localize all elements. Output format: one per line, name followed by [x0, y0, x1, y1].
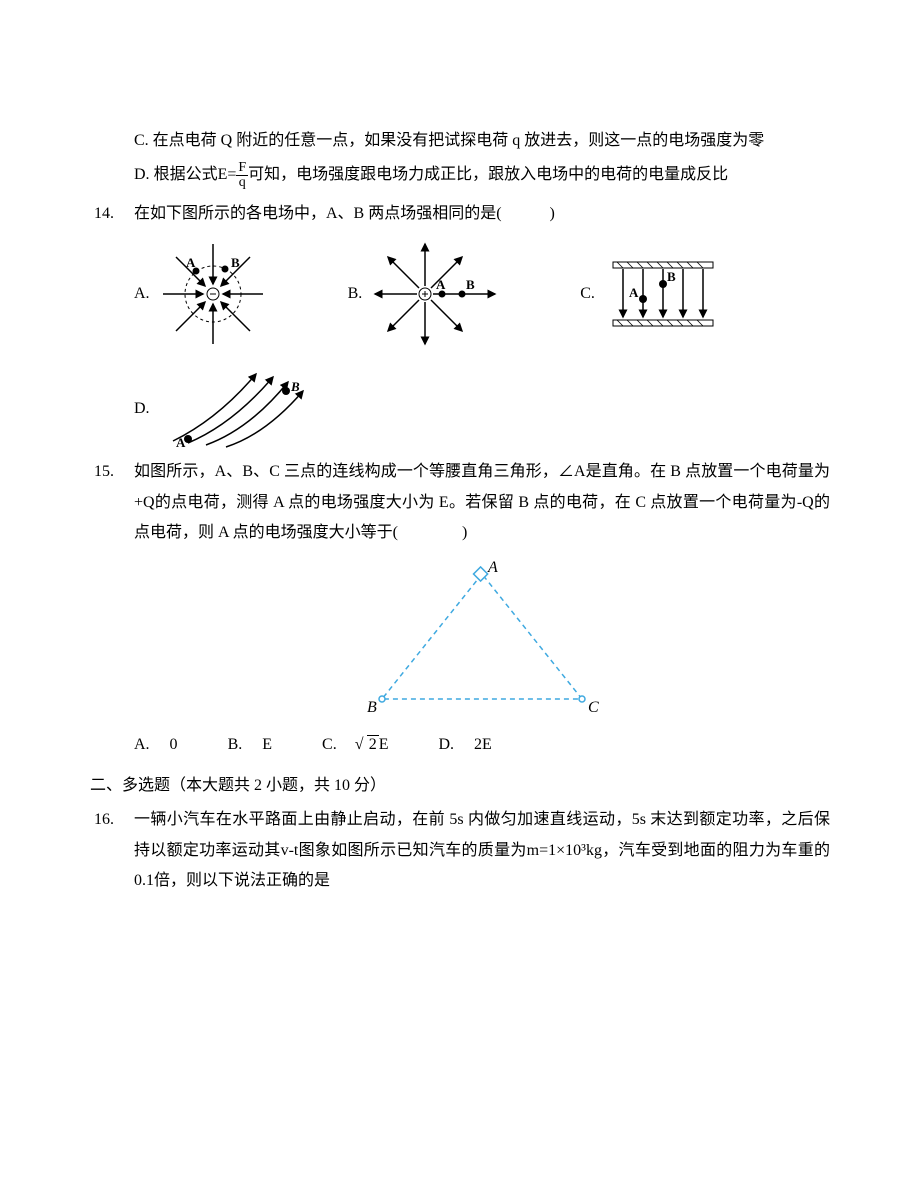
q16-number: 16. [94, 805, 114, 835]
q15-number: 15. [94, 457, 114, 487]
q15-options: A. 0 B. E C. 2E D. 2E [134, 730, 830, 760]
tri-B: B [367, 699, 377, 716]
q13-d-post: 可知，电场强度跟电场力成正比，跟放入电场中的电荷的电量成反比 [248, 166, 728, 183]
q13-d-pre: 根据公式E= [154, 166, 237, 183]
diagB-label-B: B [466, 277, 475, 292]
q13-c-text: 在点电荷 Q 附近的任意一点，如果没有把试探电荷 q 放进去，则这一点的电场强度… [153, 132, 765, 149]
q15-opt-d: D. 2E [438, 730, 491, 760]
diagD-label-A: A [176, 435, 186, 449]
q13-option-d: D. 根据公式E=Fq可知，电场强度跟电场力成正比，跟放入电场中的电荷的电量成反… [134, 160, 830, 190]
diagram-b-positive-charge-field: A B [370, 239, 500, 349]
q16-stem: 一辆小汽车在水平路面上由静止启动，在前 5s 内做匀加速直线运动，5s 末达到额… [134, 805, 830, 896]
diagA-label-B: B [231, 255, 240, 270]
tri-C: C [588, 699, 599, 716]
diagram-c-uniform-field: A B [603, 254, 723, 334]
diagram-d-curved-field: A B [158, 369, 308, 449]
sqrt-icon: 2 [357, 730, 379, 760]
fraction-icon: Fq [236, 161, 248, 190]
q13-option-c: C. 在点电荷 Q 附近的任意一点，如果没有把试探电荷 q 放进去，则这一点的电… [134, 126, 830, 156]
q14-choice-d: D. A B [134, 369, 308, 449]
q14-choice-a: A. [134, 239, 268, 349]
diagB-label-A: A [436, 277, 446, 292]
diagram-q15-triangle: A B C [332, 554, 632, 724]
q15-opt-a: A. 0 [134, 730, 178, 760]
diagC-label-A: A [629, 285, 639, 300]
q15-opt-b: B. E [228, 730, 272, 760]
q15-opt-c: C. 2E [322, 730, 388, 760]
q15-stem: 如图所示，A、B、C 三点的连线构成一个等腰直角三角形，∠A是直角。在 B 点放… [134, 457, 830, 548]
q14-label-b: B. [348, 279, 363, 309]
q14-label-c: C. [580, 279, 595, 309]
q14-label-d: D. [134, 394, 150, 424]
q14-label-a: A. [134, 279, 150, 309]
q14-stem: 在如下图所示的各电场中，A、B 两点场强相同的是( ) [134, 199, 830, 229]
diagD-label-B: B [290, 379, 300, 394]
q14-choice-c: C. [580, 239, 723, 349]
section-2-heading: 二、多选题（本大题共 2 小题，共 10 分） [90, 771, 830, 801]
diagA-label-A: A [186, 255, 196, 270]
q14-choice-b: B. [348, 239, 501, 349]
diagram-a-negative-charge-field: A B [158, 239, 268, 349]
q14-number: 14. [94, 199, 114, 229]
diagC-label-B: B [667, 269, 676, 284]
tri-A: A [487, 559, 498, 576]
